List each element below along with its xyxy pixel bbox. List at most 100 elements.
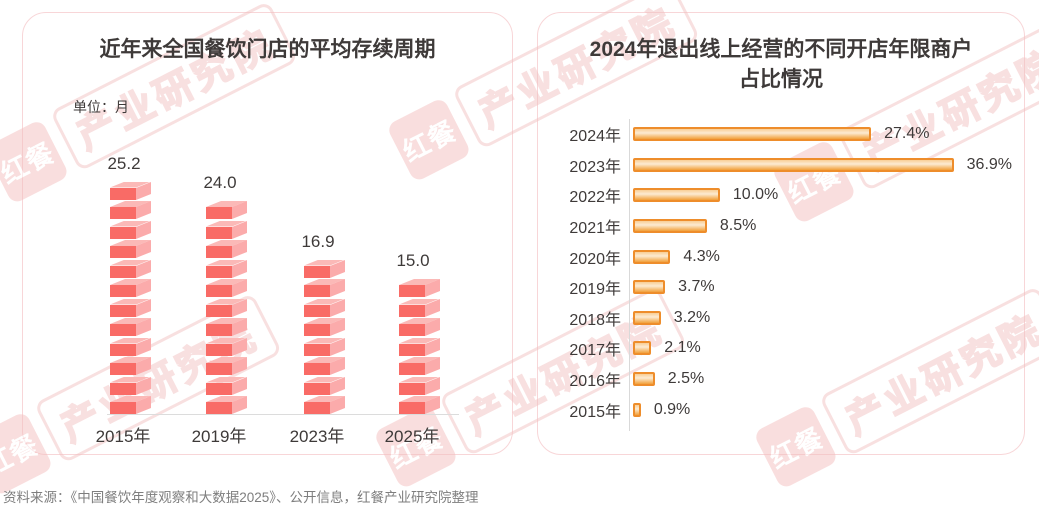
percentage-label: 8.5% [719, 217, 757, 235]
percentage-label: 3.2% [673, 308, 711, 326]
bar-row-2018年: 2018年 3.2% [538, 303, 1024, 334]
year-label: 2018年 [569, 311, 621, 329]
percentage-bar [633, 310, 661, 325]
cube-block [206, 239, 247, 258]
percentage-label: 2.5% [667, 370, 705, 388]
value-label: 24.0 [203, 173, 237, 192]
bar-row-2017年: 2017年 2.1% [538, 333, 1024, 364]
bar-row-2016年: 2016年 2.5% [538, 364, 1024, 395]
bar-row-2020年: 2020年 4.3% [538, 241, 1024, 272]
year-label: 2017年 [569, 342, 621, 360]
percentage-label: 10.0% [732, 186, 779, 204]
left-chart-title: 近年来全国餐饮门店的平均存续周期 [99, 38, 436, 61]
year-label: 2024年 [569, 128, 621, 146]
cube-block [110, 259, 151, 278]
year-label: 2023年 [569, 158, 621, 176]
cube-block [206, 259, 247, 278]
right-chart-title: 2024年退出线上经营的不同开店年限商户 占比情况 [538, 13, 1024, 95]
cube-block [206, 395, 247, 414]
survival-cube-chart: 25.2 2015年 24.0 2019年 16.9 2023年 15.0 2025年 [23, 13, 512, 454]
category-label: 2015年 [95, 427, 151, 446]
cube-block [110, 181, 151, 200]
percentage-bar [633, 127, 872, 142]
y-axis-line [629, 119, 630, 431]
cube-block [304, 376, 345, 395]
bar-row-2015年: 2015年 0.9% [538, 394, 1024, 425]
cube-block [399, 395, 440, 414]
x-axis-line [107, 414, 459, 415]
right-chart-title-line1: 2024年退出线上经营的不同开店年限商户 [589, 38, 973, 61]
exit-hbar-chart: 2024年 27.4% 2023年 36.9% 2022年 10.0% 2021年 8.5% 2… [538, 119, 1024, 425]
bar-row-2019年: 2019年 3.7% [538, 272, 1024, 303]
cube-block [304, 317, 345, 336]
cube-block [304, 259, 345, 278]
cube-block [206, 298, 247, 317]
cube-block [110, 298, 151, 317]
percentage-label: 36.9% [966, 155, 1013, 173]
cube-block [110, 278, 151, 297]
percentage-bar [633, 219, 707, 234]
cube-block [110, 220, 151, 239]
cube-block [110, 337, 151, 356]
panel-survival-period: 近年来全国餐饮门店的平均存续周期 单位：月 25.2 2015年 24.0 2019年… [22, 12, 513, 455]
bar-row-2022年: 2022年 10.0% [538, 180, 1024, 211]
cube-block [399, 317, 440, 336]
percentage-bar [633, 372, 655, 387]
cube-block [399, 376, 440, 395]
year-label: 2016年 [569, 373, 621, 391]
year-label: 2019年 [569, 281, 621, 299]
percentage-label: 27.4% [884, 125, 930, 143]
cube-bar-2023年 [304, 259, 345, 414]
percentage-bar [633, 280, 666, 295]
cube-block [206, 376, 247, 395]
percentage-label: 3.7% [678, 278, 715, 296]
cube-bar-2019年 [206, 200, 247, 414]
bar-row-2024年: 2024年 27.4% [538, 119, 1024, 150]
cube-block [206, 200, 247, 219]
cube-block [110, 200, 151, 219]
cube-block [206, 317, 247, 336]
percentage-bar [633, 402, 641, 417]
cube-block [304, 356, 345, 375]
value-label: 25.2 [107, 153, 141, 173]
cube-block [399, 337, 440, 356]
cube-block [206, 356, 247, 375]
cube-block [206, 220, 247, 239]
year-label: 2020年 [569, 250, 621, 268]
cube-block [110, 376, 151, 395]
cube-block [206, 337, 247, 356]
value-label: 16.9 [301, 231, 335, 251]
cube-block [206, 278, 247, 297]
year-label: 2021年 [569, 220, 621, 238]
value-label: 15.0 [396, 251, 430, 270]
category-label: 2019年 [191, 427, 247, 446]
cube-block [304, 278, 345, 297]
bar-row-2021年: 2021年 8.5% [538, 211, 1024, 242]
cube-bar-2025年 [399, 278, 440, 414]
cube-block [399, 298, 440, 317]
cube-block [110, 395, 151, 414]
category-label: 2025年 [384, 427, 440, 446]
percentage-bar [633, 341, 652, 356]
year-label: 2022年 [569, 189, 621, 207]
cube-block [110, 317, 151, 336]
cube-block [304, 337, 345, 356]
right-chart-title-line2: 占比情况 [739, 68, 823, 91]
unit-label: 单位：月 [73, 99, 129, 115]
cube-block [399, 356, 440, 375]
category-label: 2023年 [289, 427, 345, 446]
source-note: 资料来源：《中国餐饮年度观察和大数据2025》、公开信息，红餐产业研究院整理 [3, 490, 479, 505]
percentage-bar [633, 188, 720, 203]
cube-block [110, 356, 151, 375]
year-label: 2015年 [569, 403, 621, 421]
cube-block [110, 239, 151, 258]
panel-exit-ratio: 2024年退出线上经营的不同开店年限商户 占比情况 2024年 27.4% 2023… [537, 12, 1025, 455]
cube-block [304, 298, 345, 317]
bar-row-2023年: 2023年 36.9% [538, 150, 1024, 181]
percentage-bar [633, 157, 954, 172]
cube-block [399, 278, 440, 297]
cube-bar-2015年 [110, 181, 151, 414]
percentage-label: 2.1% [664, 339, 701, 357]
percentage-bar [633, 249, 671, 264]
